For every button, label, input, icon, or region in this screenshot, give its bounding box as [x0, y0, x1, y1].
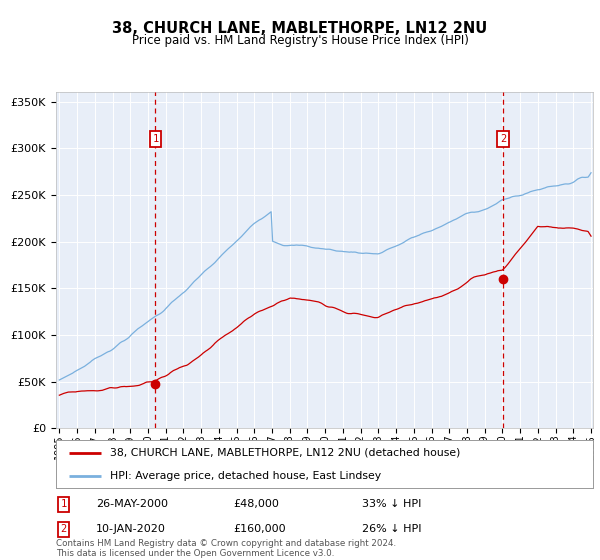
Text: 38, CHURCH LANE, MABLETHORPE, LN12 2NU: 38, CHURCH LANE, MABLETHORPE, LN12 2NU — [112, 21, 488, 36]
Text: 2: 2 — [500, 134, 506, 144]
Text: 26% ↓ HPI: 26% ↓ HPI — [362, 524, 421, 534]
Text: 1: 1 — [61, 499, 67, 509]
Text: Price paid vs. HM Land Registry's House Price Index (HPI): Price paid vs. HM Land Registry's House … — [131, 34, 469, 46]
Text: 33% ↓ HPI: 33% ↓ HPI — [362, 499, 421, 509]
Text: HPI: Average price, detached house, East Lindsey: HPI: Average price, detached house, East… — [110, 471, 380, 481]
Text: 26-MAY-2000: 26-MAY-2000 — [96, 499, 168, 509]
Text: £48,000: £48,000 — [233, 499, 279, 509]
Text: Contains HM Land Registry data © Crown copyright and database right 2024.
This d: Contains HM Land Registry data © Crown c… — [56, 539, 396, 558]
Text: 1: 1 — [152, 134, 158, 144]
Text: 2: 2 — [61, 524, 67, 534]
Text: 10-JAN-2020: 10-JAN-2020 — [96, 524, 166, 534]
Text: £160,000: £160,000 — [233, 524, 286, 534]
Text: 38, CHURCH LANE, MABLETHORPE, LN12 2NU (detached house): 38, CHURCH LANE, MABLETHORPE, LN12 2NU (… — [110, 448, 460, 458]
